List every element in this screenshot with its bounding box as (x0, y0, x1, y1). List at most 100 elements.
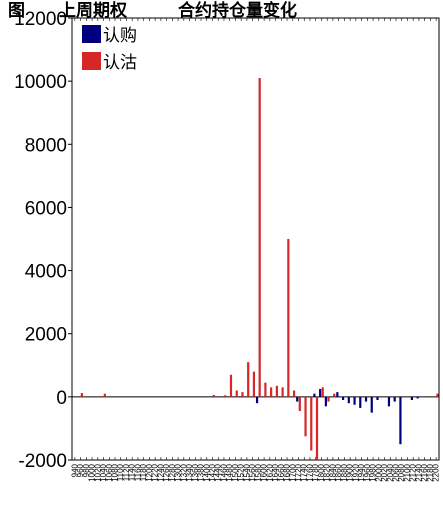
x-tick-label: 1300 (174, 463, 183, 481)
x-tick-label: 2100 (403, 463, 412, 481)
bar-call (341, 396, 345, 401)
bar-put (310, 396, 313, 451)
x-tick-label: 2040 (386, 463, 395, 481)
bar-call (416, 396, 419, 399)
bar-call (376, 396, 379, 401)
x-tick-label: 1200 (145, 463, 154, 481)
y-axis: 12000 10000 8000 6000 4000 2000 0 -2000 (14, 9, 72, 472)
bar-call (387, 396, 391, 407)
x-tick-label: 2200 (432, 463, 441, 481)
x-tick-label: 1280 (168, 463, 177, 481)
x-tick-label: 1860 (334, 463, 343, 481)
x-tick-label: 1120 (122, 463, 131, 481)
x-tick-label: 2180 (426, 463, 435, 481)
bar-call (296, 396, 299, 402)
x-tick-label: 2080 (397, 463, 406, 481)
x-tick-label: 2120 (409, 463, 418, 481)
x-tick-label: 1220 (151, 463, 160, 481)
bar-put (304, 396, 307, 437)
x-tick-label: 2020 (380, 463, 389, 481)
y-tick-label: 4000 (25, 262, 67, 283)
x-tick-label: 1700 (288, 463, 297, 481)
x-tick-label: 2160 (420, 463, 429, 481)
bar-call (370, 396, 373, 413)
bar-put (281, 387, 284, 397)
x-tick-label: 1000 (88, 463, 97, 481)
x-tick-label: 1840 (328, 463, 337, 481)
bar-put (241, 392, 244, 397)
y-tick-label: 8000 (25, 135, 67, 156)
x-tick-label: 1260 (162, 463, 171, 481)
y-tick-label: 0 (56, 388, 67, 409)
x-tick-label: 1500 (231, 463, 240, 481)
bar-put (287, 239, 290, 397)
bar-call (255, 396, 259, 404)
x-tick-label: 1720 (294, 463, 303, 481)
x-tick-label: 960 (76, 463, 85, 477)
x-tick-label: 1240 (156, 463, 165, 481)
x-tick-label: 980 (82, 463, 91, 477)
x-tick-label: 1780 (311, 463, 320, 481)
x-tick-label: 2060 (391, 463, 400, 481)
bar-call (399, 396, 402, 445)
bar-call (324, 396, 327, 407)
bar-call (353, 396, 356, 405)
bar-call (313, 393, 316, 397)
bar-put (224, 395, 227, 397)
x-tick-label: 1100 (116, 463, 125, 481)
x-tick-label: 1900 (346, 463, 355, 481)
bar-call (393, 396, 396, 402)
x-tick-label: 1680 (283, 463, 292, 481)
x-tick-label: 1560 (248, 463, 257, 481)
bar-call (319, 388, 322, 397)
x-tick-label: 1320 (179, 463, 188, 481)
x-tick-label: 1480 (225, 463, 234, 481)
x-tick-label: 1080 (111, 463, 120, 481)
y-tick-label: 10000 (14, 72, 67, 93)
x-tick-label: 1600 (260, 463, 269, 481)
bar-put (333, 393, 336, 397)
bars (80, 77, 439, 460)
x-tick-label: 1960 (363, 463, 372, 481)
x-tick-label: 1040 (99, 463, 108, 481)
bar-call (347, 396, 350, 404)
x-tick-label: 1160 (133, 463, 142, 481)
x-tick-label: 2000 (374, 463, 383, 481)
x-tick-label: 1620 (265, 463, 274, 481)
x-tick-label: 1660 (277, 463, 286, 481)
x-tick-label: 1640 (271, 463, 280, 481)
bar-put (298, 396, 301, 412)
chart-title: 图 上周期权 合约持仓量变化 (8, 0, 297, 21)
legend-swatch-call (82, 25, 101, 43)
bar-put (292, 390, 296, 397)
legend-label-put: 认沽 (103, 53, 137, 73)
x-tick-label: 1400 (202, 463, 211, 481)
x-tick-label: 1060 (105, 463, 114, 481)
bar-put (270, 387, 273, 397)
legend: 认购 认沽 (82, 25, 137, 73)
x-tick-label: 1820 (323, 463, 332, 481)
bar-put (247, 362, 250, 397)
legend-label-call: 认购 (103, 26, 137, 46)
bar-call (359, 396, 362, 408)
x-tick-label: 1440 (214, 463, 223, 481)
x-tick-label: 1520 (237, 463, 246, 481)
bar-put (235, 390, 238, 397)
bar-put (229, 374, 233, 397)
x-tick-label: 1980 (369, 463, 378, 481)
x-tick-label: 1580 (254, 463, 263, 481)
x-tick-label: 1380 (197, 463, 206, 481)
y-tick-label: -2000 (18, 451, 67, 472)
x-tick-label: 1760 (305, 463, 314, 481)
y-tick-label: 12000 (14, 9, 67, 30)
bar-put (80, 393, 84, 397)
x-tick-label: 1940 (357, 463, 366, 481)
bar-put (321, 387, 324, 397)
bar-call (364, 396, 368, 402)
x-axis: 9409609801000102010401060108011001120114… (70, 18, 441, 482)
x-tick-label: 1340 (185, 463, 194, 481)
x-tick-label: 1880 (340, 463, 349, 481)
legend-swatch-put (82, 52, 101, 70)
x-tick-label: 1540 (242, 463, 251, 481)
